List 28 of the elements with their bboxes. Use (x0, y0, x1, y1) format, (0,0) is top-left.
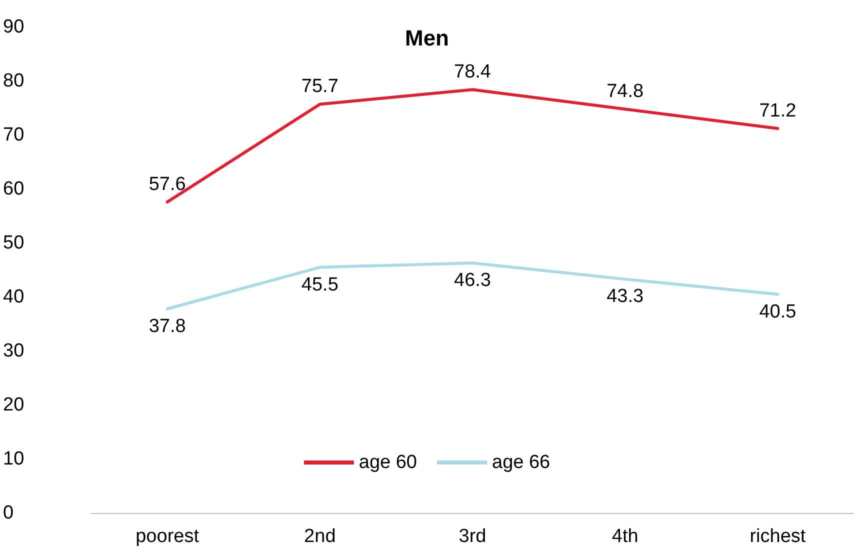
chart-title: Men (405, 26, 449, 50)
data-label: 74.8 (606, 81, 644, 102)
data-label: 75.7 (301, 76, 338, 98)
y-tick-label: 10 (3, 448, 24, 470)
y-tick-label: 50 (3, 232, 24, 254)
x-tick-label: 3rd (458, 526, 486, 547)
data-label: 43.3 (606, 286, 644, 308)
y-tick-label: 40 (3, 286, 24, 308)
data-label: 57.6 (148, 174, 186, 195)
data-label: 40.5 (759, 301, 796, 322)
y-tick-label: 60 (3, 178, 24, 200)
legend-label: age 60 (358, 452, 418, 473)
x-tick-label: richest (750, 526, 806, 547)
y-tick-label: 30 (3, 340, 24, 362)
data-label: 46.3 (454, 270, 491, 291)
legend-label: age 66 (492, 452, 550, 473)
data-label: 37.8 (148, 316, 186, 337)
x-tick-label: poorest (136, 526, 200, 547)
x-tick-label: 2nd (304, 526, 336, 547)
data-label: 78.4 (454, 62, 492, 83)
y-tick-label: 0 (3, 502, 14, 524)
y-tick-label: 90 (3, 16, 24, 38)
x-tick-label: 4th (612, 526, 638, 547)
y-tick-label: 20 (3, 394, 24, 416)
y-tick-label: 70 (3, 124, 24, 146)
data-label: 71.2 (759, 100, 796, 122)
data-label: 45.5 (301, 274, 338, 296)
y-tick-label: 80 (3, 70, 24, 92)
